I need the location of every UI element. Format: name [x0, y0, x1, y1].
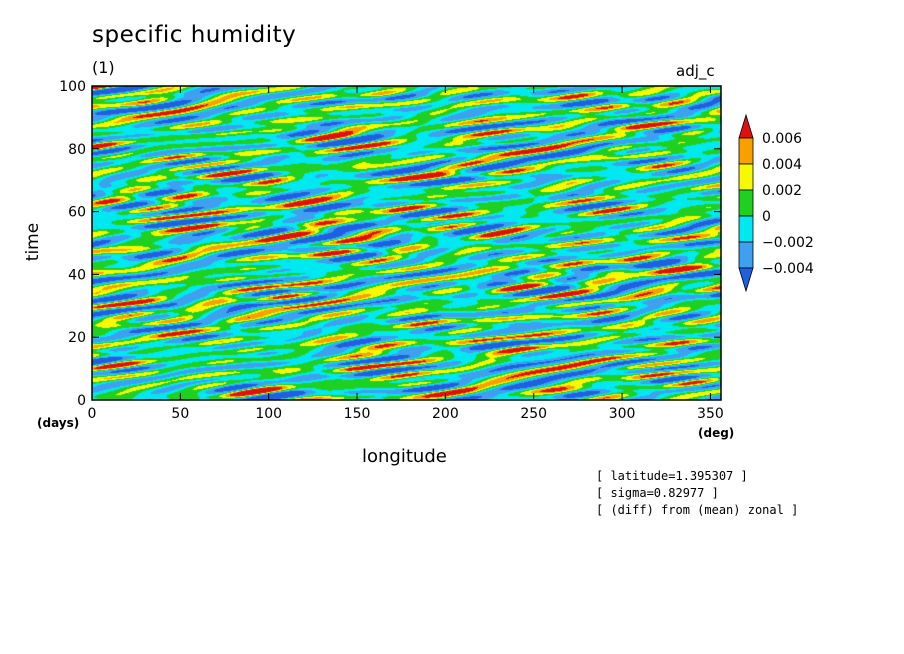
y-tick-label: 40 — [68, 267, 86, 283]
colorbar-label: 0 — [762, 209, 771, 225]
run-name-label: adj_c — [676, 62, 715, 80]
colorbar-swatch — [738, 215, 754, 243]
info-diff: [ (diff) from (mean) zonal ] — [596, 503, 799, 517]
x-tick-label: 350 — [697, 406, 724, 422]
heatmap-field — [92, 86, 721, 400]
colorbar-swatch — [738, 241, 754, 269]
axes: 0 50 100 150 200 250 300 350 0 20 40 60 80 100 — [59, 79, 724, 422]
colorbar-label: 0.002 — [762, 183, 802, 199]
info-sigma: [ sigma=0.82977 ] — [596, 486, 719, 500]
chart-title: specific humidity — [92, 22, 297, 48]
colorbar-label: −0.004 — [762, 261, 814, 277]
x-tick-label: 0 — [88, 406, 97, 422]
colorbar-swatch — [738, 267, 754, 293]
colorbar-swatch — [738, 113, 754, 139]
y-axis-unit: (days) — [37, 416, 80, 430]
info-latitude: [ latitude=1.395307 ] — [596, 469, 748, 483]
chart-subtitle: (1) — [92, 58, 115, 77]
x-tick-label: 300 — [609, 406, 636, 422]
x-axis-unit: (deg) — [698, 426, 735, 440]
x-tick-label: 200 — [432, 406, 459, 422]
x-tick-label: 150 — [344, 406, 371, 422]
x-tick-label: 100 — [255, 406, 282, 422]
y-tick-label: 0 — [77, 393, 86, 409]
colorbar-label: −0.002 — [762, 235, 814, 251]
x-tick-label: 250 — [520, 406, 547, 422]
y-tick-label: 100 — [59, 79, 86, 95]
x-tick-label: 50 — [171, 406, 189, 422]
y-tick-label: 60 — [68, 205, 86, 221]
colorbar-label: 0.006 — [762, 131, 802, 147]
colorbar-swatch — [738, 137, 754, 165]
colorbar-swatch — [738, 189, 754, 217]
y-tick-label: 80 — [68, 142, 86, 158]
plot-frame — [91, 85, 722, 401]
y-tick-label: 20 — [68, 330, 86, 346]
colorbar-swatch — [738, 163, 754, 191]
colorbar-label: 0.004 — [762, 157, 802, 173]
plot-area — [92, 86, 721, 400]
colorbar: 0.006 0.004 0.002 0 −0.002 −0.004 — [738, 113, 814, 293]
x-axis-label: longitude — [362, 446, 447, 467]
